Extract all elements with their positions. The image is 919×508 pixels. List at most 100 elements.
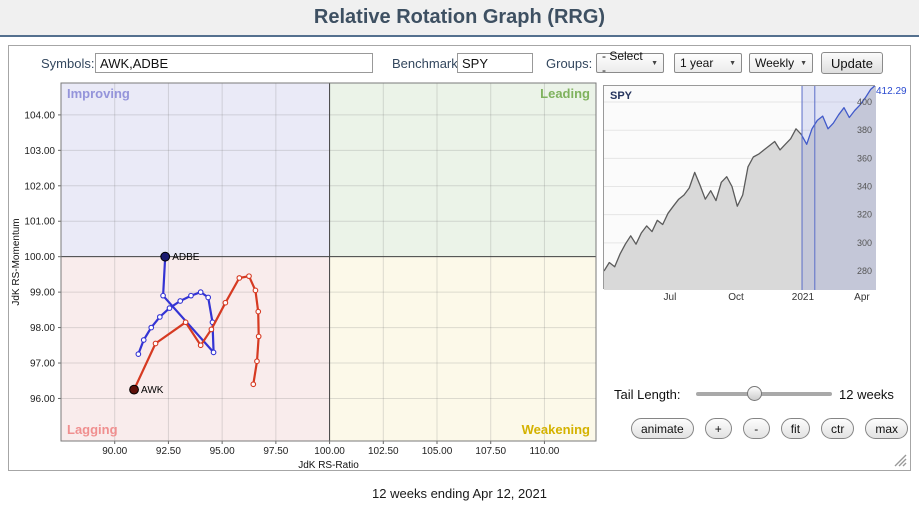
spy-x-tick: 2021	[791, 292, 815, 303]
symbols-label: Symbols:	[41, 56, 95, 71]
spy-y-tick: 280	[857, 266, 872, 276]
rrg-trail-marker	[148, 324, 155, 331]
rrg-x-tick: 107.50	[475, 446, 506, 457]
update-button[interactable]: Update	[821, 52, 883, 74]
chevron-down-icon: ▼	[800, 59, 807, 67]
quadrant-weakening	[329, 256, 596, 441]
spy-x-tick: Jul	[663, 292, 677, 303]
chevron-down-icon: ▼	[651, 59, 658, 67]
rrg-x-axis-title: JdK RS-Ratio	[298, 460, 359, 471]
rrg-x-tick: 92.50	[156, 446, 181, 457]
benchmark-symbol-label: SPY	[610, 90, 633, 102]
spy-price-line	[603, 128, 802, 272]
slider-track[interactable]	[696, 392, 832, 396]
rrg-y-tick: 97.00	[30, 359, 55, 370]
spy-y-tick: 400	[857, 97, 872, 107]
rrg-head-label-awk: AWK	[141, 385, 164, 396]
rrg-panel: Symbols: Benchmark: Groups: - Select - ▼…	[8, 45, 911, 471]
rrg-trail-marker	[160, 292, 166, 299]
rrg-y-tick: 101.00	[24, 217, 55, 228]
period-select[interactable]: 1 year ▼	[674, 53, 742, 73]
quadrant-label-lagging: Lagging	[67, 422, 118, 437]
rrg-y-tick: 96.00	[30, 394, 55, 405]
rrg-x-tick: 110.00	[530, 446, 560, 457]
rrg-trail-marker	[135, 351, 142, 358]
rrg-trail-marker	[166, 305, 173, 311]
rrg-trail-marker	[250, 381, 257, 388]
quadrant-leading	[329, 83, 596, 257]
fit-button[interactable]: fit	[780, 418, 811, 439]
rrg-trail-marker	[197, 342, 204, 349]
rrg-trail-marker	[254, 358, 260, 365]
spy-y-tick: 360	[857, 153, 872, 163]
zoom-out-button[interactable]: -	[742, 418, 770, 439]
rrg-trail-marker	[255, 333, 262, 340]
center-button[interactable]: ctr	[821, 418, 855, 439]
rrg-head-adbe[interactable]	[160, 251, 171, 262]
groups-select-value: - Select -	[602, 49, 643, 77]
rrg-trail-marker	[140, 337, 147, 343]
spy-y-tick: 340	[857, 182, 872, 192]
spy-area-fill	[604, 84, 876, 290]
rrg-trail-marker	[152, 340, 159, 347]
benchmark-x-axis: Jul Oct 2021 Apr	[603, 292, 875, 306]
rrg-y-tick: 104.00	[24, 110, 55, 121]
rrg-trail-marker	[156, 314, 163, 320]
slider-thumb[interactable]	[747, 386, 762, 401]
rrg-x-tick: 100.00	[314, 446, 345, 457]
rrg-trail-marker	[182, 319, 189, 326]
rrg-plot-border	[60, 82, 597, 442]
spy-y-tick: 320	[857, 210, 872, 220]
rrg-trail-marker	[246, 273, 252, 280]
symbols-input[interactable]	[95, 53, 373, 73]
spy-price-line	[800, 84, 877, 145]
spy-x-tick: Apr	[854, 292, 870, 303]
benchmark-chart-canvas: 400 380 360 340 320 300 280	[603, 84, 877, 290]
animate-button[interactable]: animate	[631, 418, 694, 439]
benchmark-chart[interactable]: 400 380 360 340 320 300 280 SPY	[603, 84, 877, 290]
tail-length-label: Tail Length:	[614, 387, 681, 402]
quadrant-label-weakening: Weakening	[522, 422, 590, 437]
tail-length-slider[interactable]	[696, 386, 832, 402]
frequency-select-value: Weekly	[755, 56, 795, 70]
quadrant-label-improving: Improving	[67, 86, 130, 101]
footer-caption: 12 weeks ending Apr 12, 2021	[372, 486, 547, 501]
groups-label: Groups:	[546, 56, 593, 71]
rrg-y-tick: 98.00	[30, 323, 55, 334]
rrg-y-tick: 103.00	[24, 146, 55, 157]
rrg-trail-marker	[188, 292, 194, 299]
rrg-y-tick: 100.00	[24, 252, 55, 263]
groups-select[interactable]: - Select - ▼	[596, 49, 664, 77]
rrg-trail-marker	[236, 275, 243, 281]
period-select-value: 1 year	[680, 56, 714, 70]
rrg-trail-marker	[208, 326, 215, 333]
quadrant-label-leading: Leading	[540, 86, 590, 101]
spy-y-tick: 380	[857, 125, 872, 135]
resize-handle-icon[interactable]	[894, 454, 907, 467]
rrg-x-tick: 90.00	[102, 446, 127, 457]
frequency-select[interactable]: Weekly ▼	[749, 53, 813, 73]
benchmark-last-price: 412.29	[876, 86, 907, 97]
quadrant-improving	[61, 83, 330, 257]
benchmark-label: Benchmark:	[392, 56, 462, 71]
quadrant-lagging	[61, 256, 330, 441]
rrg-x-tick: 105.00	[422, 446, 453, 457]
page-header: Relative Rotation Graph (RRG)	[0, 0, 919, 37]
chevron-down-icon: ▼	[729, 59, 736, 67]
spy-x-tick: Oct	[728, 292, 744, 303]
rrg-trail-marker	[222, 299, 229, 306]
rrg-x-tick: 97.50	[263, 446, 288, 457]
rrg-y-tick: 102.00	[24, 181, 55, 192]
max-button[interactable]: max	[865, 418, 909, 439]
rrg-trail-marker	[205, 294, 212, 301]
rrg-chart[interactable]: 90.00 92.50 95.00 97.50 100.00 102.50 105.00 10…	[9, 76, 621, 471]
zoom-in-button[interactable]: +	[704, 418, 732, 439]
page-title: Relative Rotation Graph (RRG)	[313, 6, 606, 28]
spy-y-tick: 300	[857, 238, 872, 248]
benchmark-input[interactable]	[457, 53, 533, 73]
rrg-trail-marker	[255, 308, 262, 315]
rrg-head-awk[interactable]	[129, 384, 139, 395]
rrg-y-tick: 99.00	[30, 288, 55, 299]
rrg-x-tick: 102.50	[368, 446, 399, 457]
